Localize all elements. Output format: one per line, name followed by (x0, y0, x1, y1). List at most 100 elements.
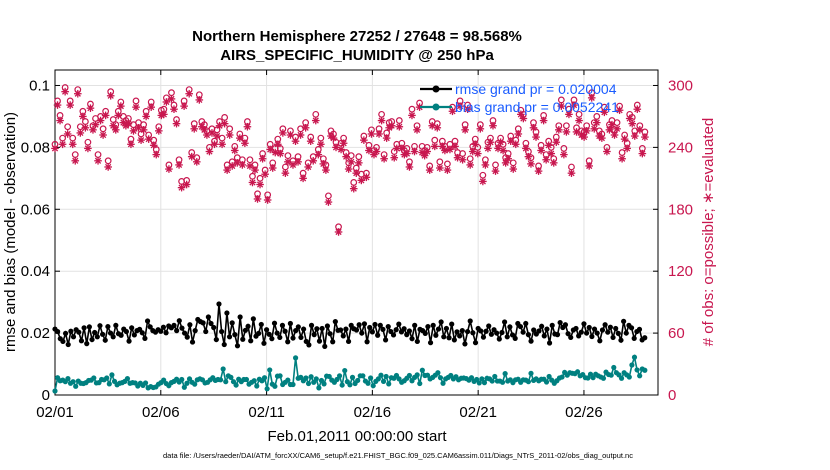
possible-marker (246, 156, 254, 164)
rmse-point (271, 320, 278, 326)
bias-point (192, 381, 198, 387)
evaluated-marker (360, 136, 368, 144)
bias-point (479, 376, 485, 382)
rmse-point (544, 326, 550, 332)
evaluated-marker (443, 166, 452, 174)
evaluated-marker (152, 150, 161, 159)
rmse-point (615, 330, 621, 337)
rmse-point (263, 327, 270, 333)
possible-marker (568, 163, 575, 171)
possible-marker (509, 159, 517, 167)
x-tick-label: 02/06 (142, 404, 180, 421)
evaluated-marker (466, 161, 475, 169)
evaluated-marker (311, 116, 320, 125)
rmse-point (449, 321, 455, 327)
rmse-point (459, 328, 465, 334)
evaluated-marker (610, 131, 619, 139)
evaluated-marker (304, 163, 312, 171)
evaluated-marker (238, 161, 247, 169)
bias-point (316, 385, 322, 391)
grid (55, 70, 658, 395)
rmse-point (422, 330, 428, 337)
y-tick-label: 0 (42, 387, 50, 404)
possible-marker (350, 179, 358, 186)
evaluated-marker (446, 145, 454, 154)
possible-marker (312, 110, 320, 118)
evaluated-marker (557, 102, 566, 110)
evaluated-marker (486, 138, 495, 147)
evaluated-marker (547, 149, 556, 158)
evaluated-marker (519, 114, 528, 123)
rmse-point (343, 326, 349, 332)
evaluated-marker (524, 152, 533, 161)
rmse-point (359, 330, 365, 336)
rmse-point (277, 334, 283, 341)
possible-marker (84, 138, 92, 146)
evaluated-marker (284, 158, 292, 166)
rmse-point (179, 325, 185, 331)
evaluated-marker (339, 139, 348, 148)
evaluated-marker (641, 133, 649, 141)
evaluated-marker (552, 138, 561, 147)
bias-point (365, 380, 371, 386)
evaluated-marker (329, 134, 338, 142)
rmse-point (123, 328, 130, 335)
rmse-point (499, 329, 505, 336)
evaluated-marker (357, 176, 366, 185)
rmse-point (221, 341, 227, 348)
y2-tick-label: 300 (668, 77, 693, 94)
possible-marker (221, 114, 229, 121)
evaluated-marker (362, 173, 371, 182)
evaluated-marker (410, 147, 419, 156)
rmse-point (430, 322, 436, 328)
rmse-point (189, 339, 196, 345)
evaluated-marker (514, 130, 523, 138)
bias-point (543, 379, 550, 385)
bias-point (70, 379, 76, 385)
rmse-point (512, 335, 518, 341)
rmse-point (298, 334, 304, 341)
rmse-point (517, 323, 524, 330)
bias-point (618, 375, 625, 381)
possible-marker (317, 134, 325, 142)
evaluated-marker (398, 144, 406, 153)
evaluated-marker (387, 121, 396, 130)
rmse-point (316, 338, 323, 344)
evaluated-marker (61, 87, 69, 96)
bias-point (251, 378, 257, 384)
bias-point (347, 382, 353, 388)
y-tick-label: 0.08 (21, 139, 50, 156)
evaluated-marker (294, 158, 302, 166)
evaluated-marker (137, 136, 145, 144)
evaluated-marker (423, 147, 431, 156)
rmse-point (293, 328, 299, 334)
evaluated-marker (570, 101, 578, 109)
y-tick-label: 0.06 (21, 201, 50, 218)
bias-point (303, 375, 309, 381)
evaluated-marker (390, 153, 399, 162)
evaluated-marker (220, 119, 229, 128)
evaluated-marker (109, 121, 118, 130)
evaluated-marker (463, 105, 472, 114)
possible-marker (168, 89, 175, 97)
rmse-point (234, 343, 241, 349)
evaluated-marker (236, 134, 244, 142)
bias-point (489, 378, 495, 384)
evaluated-marker (218, 140, 226, 149)
evaluated-marker (620, 135, 629, 143)
evaluated-marker (190, 125, 199, 133)
rmse-point (470, 330, 476, 336)
evaluated-marker (205, 147, 214, 156)
bias-point (109, 372, 115, 378)
evaluated-marker (258, 154, 267, 163)
evaluated-marker (504, 154, 512, 163)
possible-marker (94, 151, 102, 159)
bias-point (380, 378, 387, 384)
bias-point (637, 373, 643, 379)
bias-point (370, 383, 376, 389)
rmse-point (176, 318, 182, 324)
rmse-point (308, 322, 315, 328)
evaluated-marker (271, 148, 280, 157)
rmse-point (549, 322, 555, 328)
rmse-series (52, 301, 648, 350)
